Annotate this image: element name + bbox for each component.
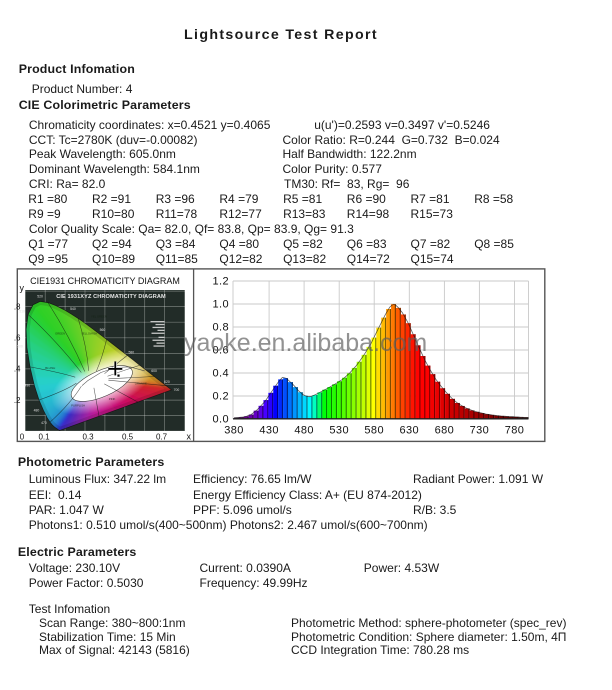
svg-text:0.3: 0.3 <box>82 433 94 442</box>
svg-text:PINK: PINK <box>109 397 116 401</box>
svg-text:GREEN: GREEN <box>55 332 65 336</box>
svg-text:.2: .2 <box>14 396 21 405</box>
svg-text:730: 730 <box>470 425 490 437</box>
svg-text:600: 600 <box>151 369 157 373</box>
svg-text:CIE1931 CHROMATICITY DIAGRAM: CIE1931 CHROMATICITY DIAGRAM <box>30 276 180 286</box>
svg-text:CIE 1931XYZ CHROMATICITY DIAGR: CIE 1931XYZ CHROMATICITY DIAGRAM <box>56 294 166 300</box>
svg-text:580: 580 <box>128 350 134 354</box>
svg-text:510: 510 <box>19 309 25 313</box>
svg-text:780: 780 <box>505 425 525 437</box>
svg-text:680: 680 <box>435 425 455 437</box>
svg-text:560: 560 <box>100 328 106 332</box>
svg-text:0.4: 0.4 <box>213 368 230 380</box>
svg-text:1.2: 1.2 <box>213 276 230 288</box>
svg-text:530: 530 <box>329 425 349 437</box>
svg-text:.4: .4 <box>14 365 21 374</box>
svg-text:470: 470 <box>41 421 47 425</box>
svg-text:0.1: 0.1 <box>38 433 50 442</box>
svg-text:580: 580 <box>364 425 384 437</box>
svg-text:y: y <box>20 283 25 293</box>
svg-text:ORANGE: ORANGE <box>135 382 147 386</box>
svg-text:0.7: 0.7 <box>156 433 168 442</box>
svg-text:PURPLISH: PURPLISH <box>71 403 85 407</box>
svg-text:480: 480 <box>294 425 314 437</box>
svg-text:x: x <box>187 432 192 442</box>
svg-text:0: 0 <box>20 433 25 442</box>
svg-text:.6: .6 <box>14 334 21 343</box>
svg-text:.8: .8 <box>14 302 21 311</box>
svg-text:380: 380 <box>224 425 244 437</box>
svg-text:500: 500 <box>17 344 23 348</box>
svg-text:1.0: 1.0 <box>213 299 230 311</box>
svg-text:620: 620 <box>164 380 170 384</box>
svg-text:520: 520 <box>37 294 43 298</box>
svg-text:700: 700 <box>174 388 180 392</box>
svg-text:480: 480 <box>34 409 40 413</box>
svg-text:0.8: 0.8 <box>213 322 230 334</box>
svg-text:0.2: 0.2 <box>213 391 230 403</box>
svg-text:540: 540 <box>70 307 76 311</box>
svg-text:430: 430 <box>259 425 279 437</box>
svg-text:0.5: 0.5 <box>122 433 134 442</box>
svg-text:YEL GREEN: YEL GREEN <box>91 315 107 319</box>
svg-text:0.0: 0.0 <box>213 414 230 426</box>
svg-text:630: 630 <box>400 425 420 437</box>
svg-text:0.6: 0.6 <box>213 345 230 357</box>
svg-text:490: 490 <box>24 383 30 387</box>
svg-text:BLUISH: BLUISH <box>45 366 55 370</box>
svg-text:YELLOWISH: YELLOWISH <box>81 332 97 336</box>
